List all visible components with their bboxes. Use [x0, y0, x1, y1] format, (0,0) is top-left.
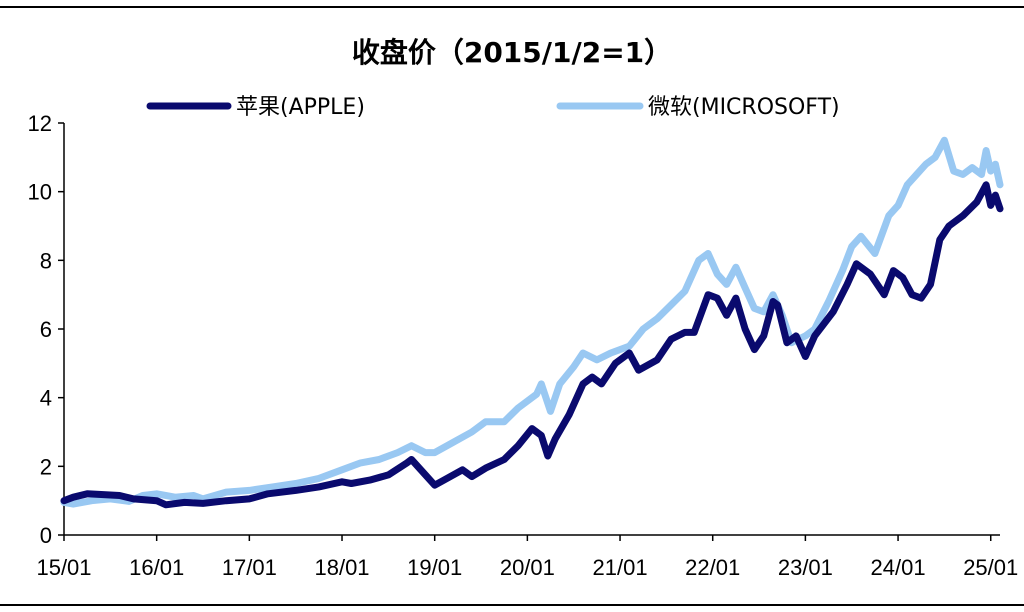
- y-tick-label: 10: [28, 180, 52, 205]
- axes: [63, 123, 1000, 536]
- x-tick-label: 24/01: [871, 555, 926, 580]
- x-tick-label: 25/01: [963, 555, 1018, 580]
- series-lines: [60, 136, 1004, 509]
- y-tick-label: 4: [40, 386, 52, 411]
- y-tick-label: 6: [40, 317, 52, 342]
- legend-label-apple: 苹果(APPLE): [236, 95, 365, 120]
- bottom-border: [0, 604, 1024, 606]
- x-tick-label: 21/01: [593, 555, 648, 580]
- x-axis-ticks: 15/01 16/01 17/01 18/01 19/01 20/01 21/01 22/01…: [36, 535, 1018, 580]
- legend: 苹果(APPLE) 微软(MICROSOFT): [146, 95, 840, 120]
- x-tick-label: 17/01: [222, 555, 277, 580]
- series-line-apple: [60, 181, 1004, 509]
- y-tick-label: 0: [40, 523, 52, 548]
- x-tick-label: 23/01: [778, 555, 833, 580]
- x-tick-label: 15/01: [36, 555, 91, 580]
- y-tick-label: 2: [40, 454, 52, 479]
- chart-title: 收盘价（2015/1/2=1）: [352, 36, 672, 69]
- x-tick-label: 16/01: [129, 555, 184, 580]
- y-tick-label: 8: [40, 248, 52, 273]
- x-tick-label: 20/01: [500, 555, 555, 580]
- x-tick-label: 19/01: [407, 555, 462, 580]
- y-axis-ticks: 0 2 4 6 8 10 12: [28, 111, 64, 548]
- x-tick-label: 22/01: [685, 555, 740, 580]
- y-tick-label: 12: [28, 111, 52, 136]
- series-line-microsoft: [60, 136, 1004, 508]
- legend-label-microsoft: 微软(MICROSOFT): [648, 95, 840, 120]
- x-tick-label: 18/01: [314, 555, 369, 580]
- top-border: [0, 6, 1024, 8]
